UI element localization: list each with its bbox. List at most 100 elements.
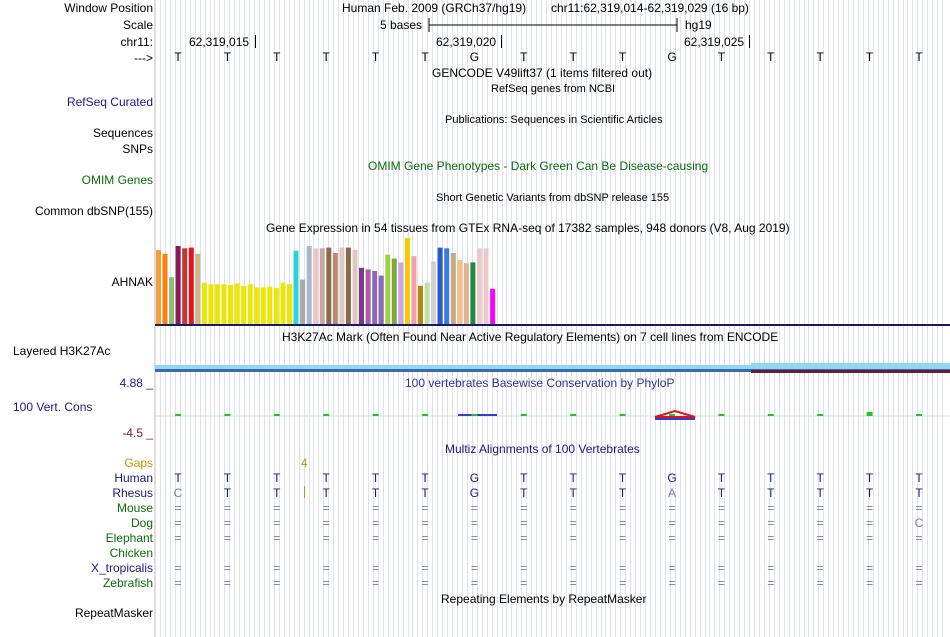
gtex-tissue-bar[interactable] — [254, 287, 260, 324]
gtex-tissue-bar[interactable] — [319, 248, 325, 324]
dna-base: T — [569, 50, 577, 64]
gtex-tissue-bar[interactable] — [208, 284, 214, 324]
gtex-tissue-bar[interactable] — [188, 247, 194, 324]
gtex-tissue-bar[interactable] — [391, 258, 397, 325]
alignment-base: = — [619, 501, 627, 515]
gtex-tissue-bar[interactable] — [352, 249, 358, 324]
gtex-tissue-bar[interactable] — [437, 247, 443, 324]
ruler-tick-3: 62,319,025 — [684, 35, 745, 49]
gtex-tissue-bar[interactable] — [332, 253, 338, 324]
ruler-tick-mark-2 — [501, 35, 502, 48]
alignment-base: = — [421, 531, 429, 545]
gtex-tissue-bar[interactable] — [398, 262, 404, 324]
gtex-tissue-bar[interactable] — [483, 248, 489, 324]
gtex-tissue-bar[interactable] — [260, 287, 266, 324]
gtex-tissue-bar[interactable] — [411, 256, 417, 324]
gtex-tissue-bar[interactable] — [234, 283, 240, 324]
gtex-tissue-bar[interactable] — [463, 263, 469, 324]
gtex-tissue-bar[interactable] — [221, 284, 227, 324]
gtex-tissue-bar[interactable] — [418, 285, 423, 324]
common-dbsnp-label[interactable]: Common dbSNP(155) — [34, 204, 153, 218]
refseq-curated-label[interactable]: RefSeq Curated — [66, 95, 153, 109]
gtex-tissue-bar[interactable] — [450, 253, 456, 324]
alignment-base: C — [173, 486, 183, 500]
gtex-tissue-bar[interactable] — [424, 282, 430, 324]
gtex-tissue-bar[interactable] — [385, 254, 391, 324]
gtex-track-title[interactable]: Gene Expression in 54 tissues from GTEx … — [266, 221, 790, 235]
gtex-tissue-bar[interactable] — [313, 248, 319, 324]
alignment-base: = — [273, 501, 281, 515]
gtex-tissue-bar[interactable] — [339, 247, 345, 324]
dna-base: T — [273, 50, 281, 64]
gtex-tissue-bar[interactable] — [214, 284, 220, 324]
alignment-base: = — [322, 501, 330, 515]
alignment-base: = — [717, 516, 725, 530]
conservation-plot[interactable] — [155, 404, 950, 428]
vert-cons-label[interactable]: 100 Vert. Cons — [13, 400, 93, 414]
gtex-tissue-bar[interactable] — [267, 286, 273, 324]
gtex-tissue-bar[interactable] — [326, 247, 332, 324]
multiz-track-title[interactable]: Multiz Alignments of 100 Vertebrates — [445, 442, 640, 456]
alignment-base: A — [667, 486, 676, 500]
gtex-tissue-bar[interactable] — [156, 249, 161, 324]
gtex-tissue-bar[interactable] — [359, 267, 364, 324]
gtex-tissue-bar[interactable] — [162, 253, 168, 324]
repeatmasker-label[interactable]: RepeatMasker — [74, 606, 153, 620]
alignment-base: = — [866, 516, 874, 530]
gencode-track-title[interactable]: GENCODE V49lift37 (1 items filtered out) — [432, 66, 653, 80]
gtex-tissue-bar[interactable] — [273, 288, 279, 324]
gtex-tissue-bar[interactable] — [470, 262, 476, 324]
gtex-tissue-bar[interactable] — [300, 279, 306, 325]
alignment-base: T — [174, 471, 182, 485]
gtex-tissue-bar[interactable] — [195, 253, 201, 324]
gtex-tissue-bar[interactable] — [169, 277, 175, 324]
gtex-tissue-bar[interactable] — [293, 250, 299, 324]
gtex-tissue-bar[interactable] — [201, 282, 207, 324]
omim-genes-label[interactable]: OMIM Genes — [81, 173, 153, 187]
gtex-tissue-bar[interactable] — [228, 285, 233, 324]
h3k27ac-track-title[interactable]: H3K27Ac Mark (Often Found Near Active Re… — [282, 330, 779, 344]
repeatmasker-track-title[interactable]: Repeating Elements by RepeatMasker — [441, 592, 647, 606]
alignment-base: = — [668, 561, 676, 575]
dna-base: T — [816, 50, 824, 64]
gtex-tissue-bar[interactable] — [280, 282, 286, 324]
dna-base: T — [717, 50, 726, 64]
alignment-base: = — [520, 561, 528, 575]
conservation-max-label: 4.88 _ — [119, 376, 153, 390]
gtex-tissue-bar[interactable] — [431, 261, 437, 324]
gtex-tissue-bar[interactable] — [457, 260, 463, 324]
gtex-tissue-bar[interactable] — [476, 248, 482, 324]
alignment-base: = — [866, 576, 874, 590]
gtex-tissue-bar[interactable] — [241, 285, 247, 324]
gtex-tissue-bar[interactable] — [444, 248, 450, 324]
gtex-tissue-bar[interactable] — [182, 248, 188, 324]
snps-label[interactable]: SNPs — [122, 142, 153, 156]
gtex-tissue-bar[interactable] — [247, 284, 253, 324]
alignment-base: T — [816, 486, 824, 500]
h3k27ac-layer-blue — [155, 369, 950, 372]
gtex-tissue-bar[interactable] — [287, 284, 292, 324]
h3k27ac-signal — [155, 363, 950, 373]
sequences-label[interactable]: Sequences — [92, 126, 153, 140]
dna-base: T — [421, 50, 429, 64]
species-label: Chicken — [109, 546, 153, 560]
gtex-tissue-bar[interactable] — [490, 288, 496, 324]
alignment-base: = — [717, 576, 725, 590]
gtex-tissue-bar[interactable] — [378, 275, 384, 324]
gtex-tissue-bar[interactable] — [365, 269, 371, 324]
gtex-tissue-bar[interactable] — [345, 247, 351, 324]
alignment-base: = — [569, 531, 577, 545]
gtex-gene-label[interactable]: AHNAK — [111, 275, 153, 289]
gtex-tissue-bar[interactable] — [404, 238, 410, 324]
gtex-tissue-bar[interactable] — [306, 246, 312, 324]
alignment-base: = — [619, 516, 627, 530]
refseq-track-subtitle: RefSeq genes from NCBI — [491, 83, 616, 95]
gtex-tissue-bar[interactable] — [372, 271, 378, 324]
h3k27ac-layer-light — [155, 365, 950, 369]
gtex-tissue-bar[interactable] — [175, 246, 181, 324]
layered-h3k27ac-label[interactable]: Layered H3K27Ac — [13, 344, 111, 358]
alignment-base: T — [569, 471, 577, 485]
gtex-expression-chart[interactable] — [155, 234, 950, 326]
conservation-track-title[interactable]: 100 vertebrates Basewise Conservation by… — [405, 376, 675, 390]
omim-track-title[interactable]: OMIM Gene Phenotypes - Dark Green Can Be… — [368, 159, 709, 173]
